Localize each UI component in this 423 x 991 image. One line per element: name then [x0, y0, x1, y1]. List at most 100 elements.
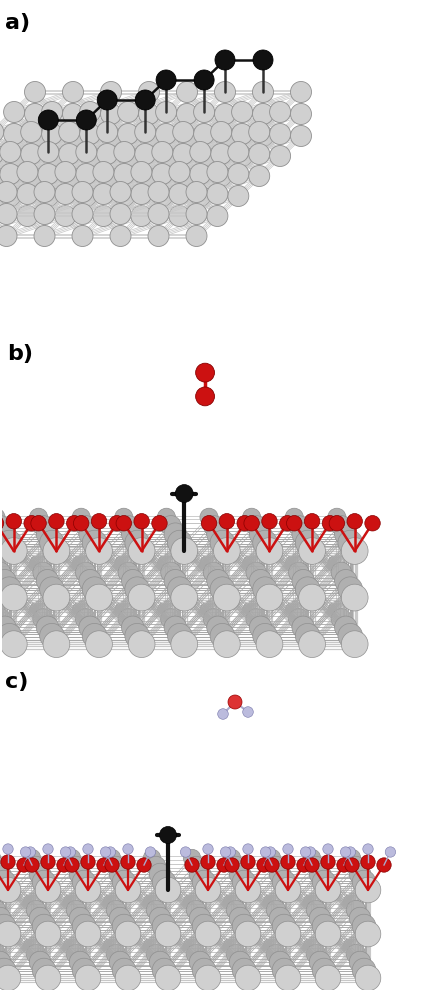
Circle shape: [346, 900, 366, 920]
Circle shape: [40, 623, 64, 648]
Circle shape: [69, 951, 91, 973]
Circle shape: [75, 515, 96, 536]
Circle shape: [29, 863, 51, 885]
Circle shape: [303, 893, 321, 911]
Circle shape: [128, 585, 155, 610]
Circle shape: [25, 103, 46, 125]
Circle shape: [0, 555, 5, 573]
Circle shape: [93, 183, 114, 204]
Circle shape: [41, 101, 63, 123]
Circle shape: [169, 162, 190, 182]
Circle shape: [263, 849, 281, 867]
Circle shape: [149, 951, 171, 973]
Circle shape: [55, 162, 76, 182]
Circle shape: [17, 162, 38, 182]
Circle shape: [43, 537, 70, 564]
Circle shape: [237, 515, 253, 531]
Circle shape: [63, 81, 83, 102]
Circle shape: [275, 877, 301, 903]
Circle shape: [0, 144, 4, 165]
Circle shape: [328, 508, 346, 526]
Circle shape: [292, 523, 314, 545]
Circle shape: [49, 513, 64, 529]
Circle shape: [0, 585, 27, 610]
Circle shape: [146, 900, 166, 920]
Circle shape: [101, 81, 121, 102]
Circle shape: [157, 508, 176, 526]
Circle shape: [135, 90, 155, 110]
Circle shape: [280, 515, 295, 531]
Circle shape: [21, 165, 42, 186]
Circle shape: [114, 142, 135, 163]
Circle shape: [338, 577, 363, 602]
Circle shape: [155, 877, 181, 903]
Circle shape: [194, 101, 214, 123]
Circle shape: [207, 523, 229, 545]
Circle shape: [4, 101, 25, 123]
Circle shape: [0, 965, 21, 991]
Circle shape: [0, 915, 16, 937]
Circle shape: [135, 165, 156, 186]
Circle shape: [341, 585, 368, 610]
Circle shape: [195, 965, 221, 991]
Circle shape: [0, 900, 6, 920]
Circle shape: [363, 843, 373, 854]
Circle shape: [118, 608, 138, 629]
Circle shape: [200, 602, 218, 619]
Circle shape: [210, 623, 235, 648]
Circle shape: [72, 870, 96, 894]
Circle shape: [269, 951, 291, 973]
Circle shape: [171, 631, 198, 658]
Circle shape: [226, 900, 246, 920]
Circle shape: [24, 515, 39, 531]
Circle shape: [75, 965, 101, 991]
Circle shape: [189, 907, 211, 929]
Circle shape: [143, 893, 161, 911]
Circle shape: [32, 915, 56, 937]
Circle shape: [201, 855, 215, 869]
Circle shape: [30, 555, 48, 573]
Circle shape: [33, 515, 53, 536]
Circle shape: [97, 90, 117, 110]
Circle shape: [75, 877, 101, 903]
Circle shape: [203, 608, 224, 629]
Circle shape: [186, 203, 207, 225]
Circle shape: [85, 537, 113, 564]
Circle shape: [80, 146, 101, 166]
Circle shape: [207, 616, 229, 638]
Circle shape: [269, 124, 291, 145]
Circle shape: [0, 570, 16, 592]
Circle shape: [235, 965, 261, 991]
Circle shape: [207, 183, 228, 204]
Circle shape: [341, 631, 368, 658]
Circle shape: [72, 958, 96, 982]
Circle shape: [103, 937, 121, 954]
Circle shape: [152, 164, 173, 184]
Circle shape: [0, 893, 1, 911]
Circle shape: [341, 846, 351, 857]
Circle shape: [321, 855, 335, 869]
Circle shape: [152, 915, 176, 937]
Circle shape: [0, 616, 16, 638]
Circle shape: [156, 146, 176, 166]
Circle shape: [161, 515, 181, 536]
Circle shape: [312, 915, 336, 937]
Circle shape: [269, 146, 291, 166]
Circle shape: [210, 577, 235, 602]
Circle shape: [214, 103, 236, 125]
Circle shape: [63, 126, 83, 147]
Circle shape: [41, 855, 55, 869]
Circle shape: [265, 858, 279, 872]
Circle shape: [131, 162, 152, 182]
Circle shape: [295, 577, 320, 602]
Circle shape: [343, 893, 361, 911]
Circle shape: [0, 203, 17, 225]
Circle shape: [303, 937, 321, 954]
Circle shape: [0, 181, 17, 202]
Circle shape: [183, 893, 201, 911]
Circle shape: [123, 843, 133, 854]
Circle shape: [115, 602, 133, 619]
Circle shape: [228, 142, 249, 163]
Circle shape: [0, 122, 4, 143]
Circle shape: [152, 958, 176, 982]
